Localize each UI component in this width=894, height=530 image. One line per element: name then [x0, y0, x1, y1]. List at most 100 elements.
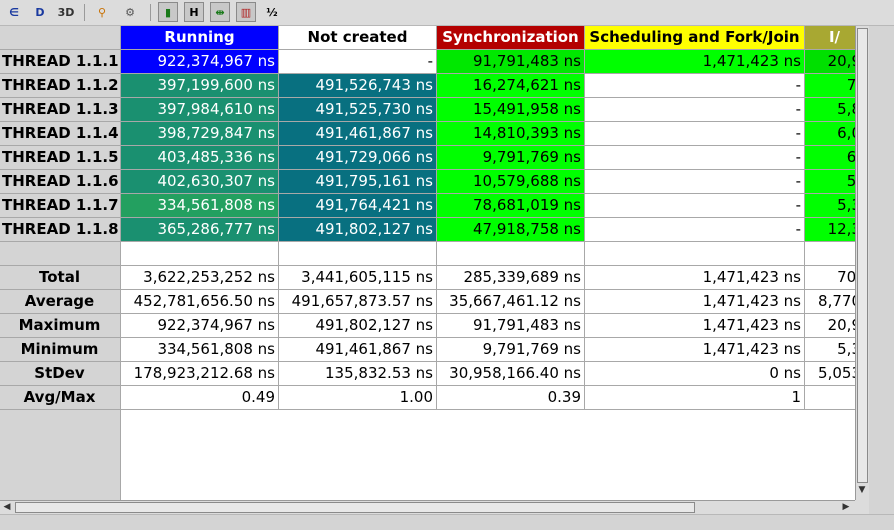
- zoom-icon[interactable]: ⚲: [97, 5, 107, 19]
- vertical-scroll-thumb[interactable]: [857, 28, 868, 483]
- row-header[interactable]: THREAD 1.1.5: [0, 146, 121, 170]
- stat-cell[interactable]: 491,802,127 ns: [279, 314, 437, 338]
- table-cell[interactable]: 5,: [805, 170, 855, 194]
- stat-cell[interactable]: [805, 386, 855, 410]
- stat-cell[interactable]: 30,958,166.40 ns: [437, 362, 585, 386]
- stat-row-header[interactable]: Avg/Max: [0, 386, 121, 410]
- table-cell[interactable]: -: [585, 98, 805, 122]
- table-cell[interactable]: 491,461,867 ns: [279, 122, 437, 146]
- scroll-left-arrow-icon[interactable]: ◀: [3, 502, 11, 512]
- colors-icon[interactable]: ▮: [158, 2, 178, 22]
- stat-cell[interactable]: 1: [585, 386, 805, 410]
- table-cell[interactable]: 91,791,483 ns: [437, 50, 585, 74]
- table-cell[interactable]: 7,: [805, 74, 855, 98]
- table-cell[interactable]: 334,561,808 ns: [121, 194, 279, 218]
- stat-cell[interactable]: 285,339,689 ns: [437, 266, 585, 290]
- gradient-icon[interactable]: ▥: [236, 2, 256, 22]
- histogram-icon[interactable]: ∈: [9, 5, 19, 19]
- stat-cell[interactable]: 1.00: [279, 386, 437, 410]
- stat-cell[interactable]: 5,3: [805, 338, 855, 362]
- stat-row-header[interactable]: Minimum: [0, 338, 121, 362]
- table-cell[interactable]: -: [585, 218, 805, 242]
- stat-row-header[interactable]: Average: [0, 290, 121, 314]
- table-cell[interactable]: 6,0: [805, 122, 855, 146]
- row-header[interactable]: THREAD 1.1.3: [0, 98, 121, 122]
- stat-cell[interactable]: 9,791,769 ns: [437, 338, 585, 362]
- horizontal-scrollbar[interactable]: ◀ ▶: [0, 500, 855, 514]
- fraction-icon[interactable]: ½: [266, 5, 278, 19]
- row-header[interactable]: THREAD 1.1.4: [0, 122, 121, 146]
- row-header[interactable]: THREAD 1.1.2: [0, 74, 121, 98]
- table-cell[interactable]: 491,764,421 ns: [279, 194, 437, 218]
- stat-cell[interactable]: 70,: [805, 266, 855, 290]
- scroll-down-arrow-icon[interactable]: ▼: [858, 485, 866, 495]
- stat-row-header[interactable]: StDev: [0, 362, 121, 386]
- row-header[interactable]: THREAD 1.1.7: [0, 194, 121, 218]
- table-cell[interactable]: -: [279, 50, 437, 74]
- column-header[interactable]: Scheduling and Fork/Join: [585, 26, 805, 50]
- table-cell[interactable]: 491,802,127 ns: [279, 218, 437, 242]
- 3d-icon[interactable]: 3D: [57, 5, 75, 19]
- stat-cell[interactable]: 5,053: [805, 362, 855, 386]
- horizontal-scroll-thumb[interactable]: [15, 502, 695, 513]
- table-cell[interactable]: 6,: [805, 146, 855, 170]
- stat-cell[interactable]: 178,923,212.68 ns: [121, 362, 279, 386]
- scroll-right-arrow-icon[interactable]: ▶: [842, 502, 850, 512]
- table-cell[interactable]: 15,491,958 ns: [437, 98, 585, 122]
- table-cell[interactable]: -: [585, 122, 805, 146]
- table-cell[interactable]: 78,681,019 ns: [437, 194, 585, 218]
- stat-row-header[interactable]: Maximum: [0, 314, 121, 338]
- stat-cell[interactable]: 1,471,423 ns: [585, 338, 805, 362]
- table-cell[interactable]: 1,471,423 ns: [585, 50, 805, 74]
- table-cell[interactable]: 5,3: [805, 194, 855, 218]
- column-header[interactable]: I/: [805, 26, 855, 50]
- table-cell[interactable]: 491,795,161 ns: [279, 170, 437, 194]
- stat-cell[interactable]: 135,832.53 ns: [279, 362, 437, 386]
- table-cell[interactable]: 397,199,600 ns: [121, 74, 279, 98]
- stat-cell[interactable]: 91,791,483 ns: [437, 314, 585, 338]
- stat-cell[interactable]: 0 ns: [585, 362, 805, 386]
- table-cell[interactable]: 12,3: [805, 218, 855, 242]
- table-cell[interactable]: 9,791,769 ns: [437, 146, 585, 170]
- table-cell[interactable]: -: [585, 146, 805, 170]
- table-cell[interactable]: 397,984,610 ns: [121, 98, 279, 122]
- stat-cell[interactable]: 1,471,423 ns: [585, 314, 805, 338]
- stat-cell[interactable]: 922,374,967 ns: [121, 314, 279, 338]
- horizontal-icon[interactable]: H: [184, 2, 204, 22]
- stat-row-header[interactable]: Total: [0, 266, 121, 290]
- column-header[interactable]: Synchronization: [437, 26, 585, 50]
- stat-cell[interactable]: 0.49: [121, 386, 279, 410]
- table-cell[interactable]: 10,579,688 ns: [437, 170, 585, 194]
- stat-cell[interactable]: 1,471,423 ns: [585, 266, 805, 290]
- table-cell[interactable]: -: [585, 170, 805, 194]
- stat-cell[interactable]: 20,9: [805, 314, 855, 338]
- table-cell[interactable]: -: [585, 194, 805, 218]
- stat-cell[interactable]: 35,667,461.12 ns: [437, 290, 585, 314]
- table-cell[interactable]: 398,729,847 ns: [121, 122, 279, 146]
- table-cell[interactable]: 922,374,967 ns: [121, 50, 279, 74]
- stat-cell[interactable]: 3,622,253,252 ns: [121, 266, 279, 290]
- table-cell[interactable]: -: [585, 74, 805, 98]
- row-header[interactable]: THREAD 1.1.1: [0, 50, 121, 74]
- find-icon[interactable]: ⚙: [125, 5, 135, 19]
- stat-cell[interactable]: 1,471,423 ns: [585, 290, 805, 314]
- column-header[interactable]: Running: [121, 26, 279, 50]
- stat-cell[interactable]: 8,770: [805, 290, 855, 314]
- table-cell[interactable]: 5,8: [805, 98, 855, 122]
- data-icon[interactable]: D: [35, 5, 45, 19]
- fit-icon[interactable]: ⇹: [210, 2, 230, 22]
- row-header[interactable]: THREAD 1.1.6: [0, 170, 121, 194]
- column-header[interactable]: Not created: [279, 26, 437, 50]
- table-cell[interactable]: 20,9: [805, 50, 855, 74]
- stat-cell[interactable]: 3,441,605,115 ns: [279, 266, 437, 290]
- stat-cell[interactable]: 491,461,867 ns: [279, 338, 437, 362]
- stat-cell[interactable]: 491,657,873.57 ns: [279, 290, 437, 314]
- table-cell[interactable]: 403,485,336 ns: [121, 146, 279, 170]
- table-cell[interactable]: 491,729,066 ns: [279, 146, 437, 170]
- table-cell[interactable]: 402,630,307 ns: [121, 170, 279, 194]
- table-cell[interactable]: 14,810,393 ns: [437, 122, 585, 146]
- stat-cell[interactable]: 0.39: [437, 386, 585, 410]
- table-cell[interactable]: 491,525,730 ns: [279, 98, 437, 122]
- row-header[interactable]: THREAD 1.1.8: [0, 218, 121, 242]
- table-cell[interactable]: 16,274,621 ns: [437, 74, 585, 98]
